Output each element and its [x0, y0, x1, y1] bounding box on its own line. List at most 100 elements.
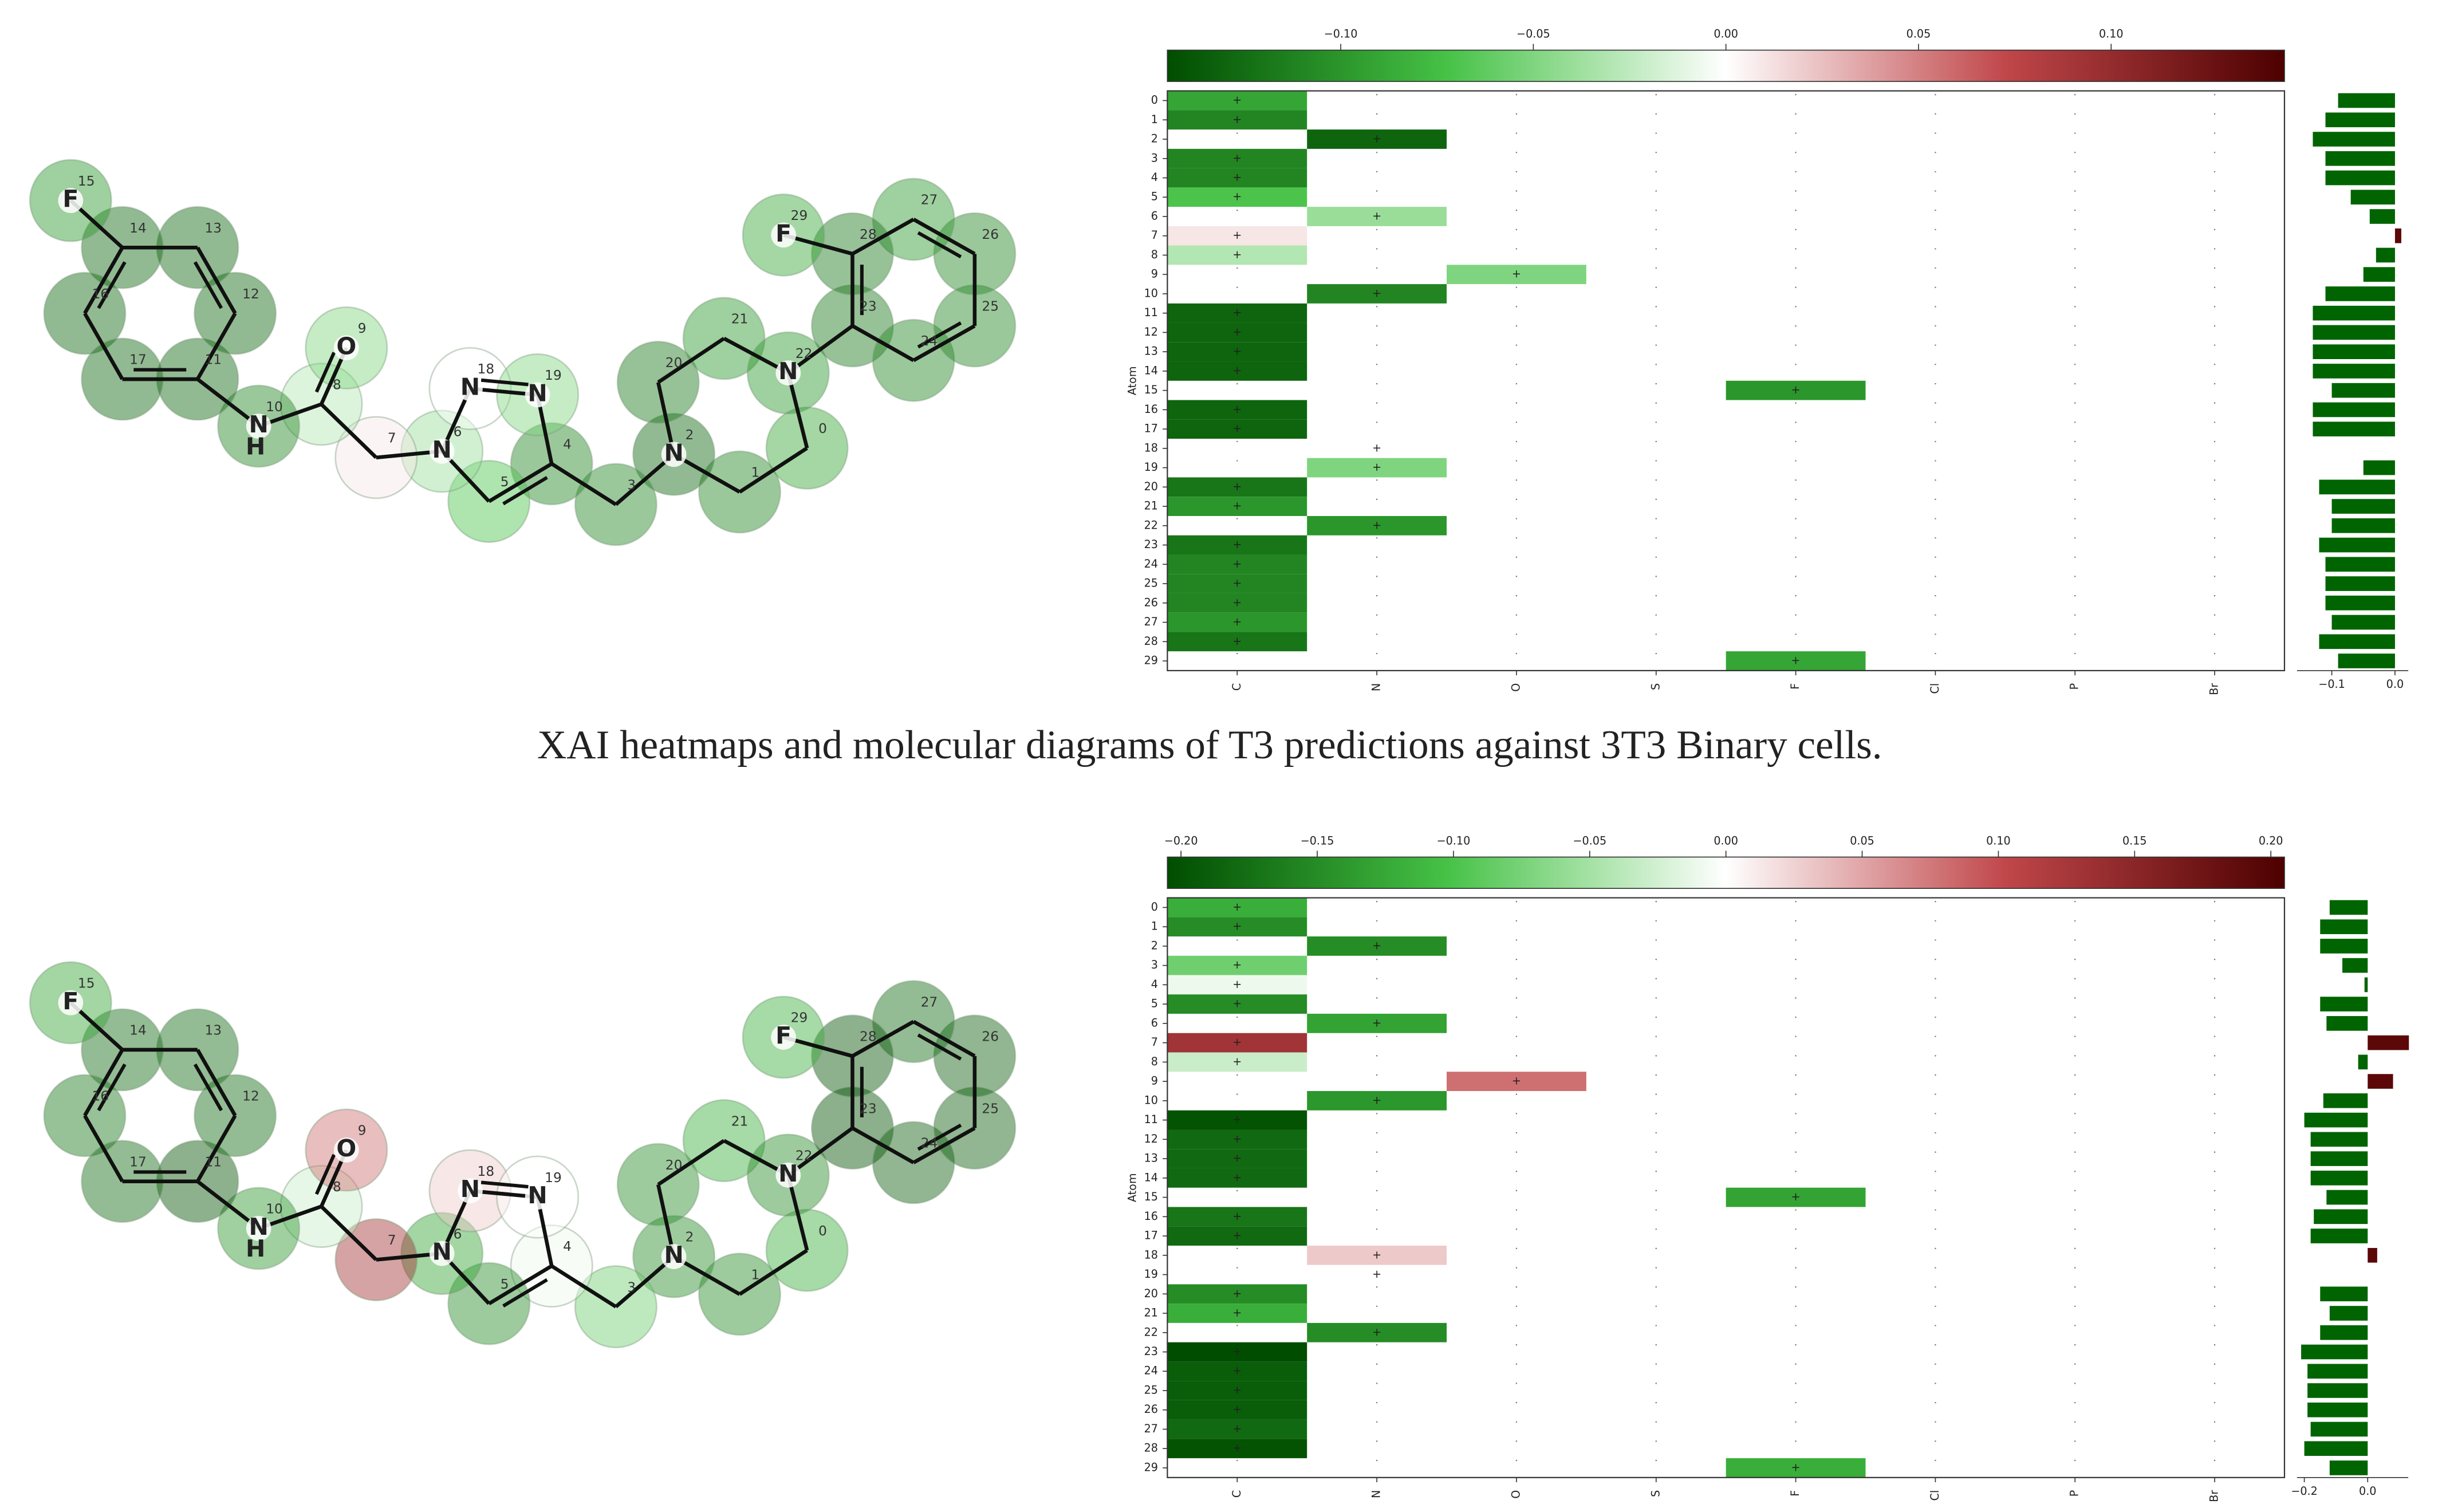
heat-cell: [1167, 168, 1307, 188]
y-tick-label: 3: [1151, 151, 1158, 164]
x-tick-label: F: [1789, 1490, 1802, 1497]
y-axis-label: Atom: [1126, 366, 1139, 395]
heat-cell: [1167, 361, 1307, 381]
cell-marker: +: [1791, 1190, 1801, 1203]
cell-marker: +: [1791, 1460, 1801, 1474]
heat-cell: [1307, 129, 1447, 149]
heat-cell: [1167, 400, 1307, 420]
y-tick-label: 28: [1144, 635, 1158, 648]
x-tick-label: Br: [2208, 683, 2221, 695]
bar: [2331, 499, 2395, 514]
bar: [2313, 305, 2395, 321]
atom-bg: [58, 188, 84, 214]
heat-cell: [1167, 612, 1307, 632]
heat-cell: [1167, 303, 1307, 323]
atom-symbol: F: [62, 987, 78, 1015]
atom-bg: [661, 442, 687, 467]
bond: [912, 1019, 976, 1058]
atom-number: 18: [478, 1164, 495, 1179]
atom-bg: [246, 414, 271, 439]
y-tick-label: 29: [1144, 654, 1158, 667]
atom-number: 16: [92, 286, 109, 302]
heat-cell: [1167, 1129, 1307, 1149]
bond: [196, 246, 237, 314]
atom-number: 4: [563, 436, 572, 452]
cell-marker: +: [1791, 654, 1801, 667]
cell-marker: +: [1232, 1035, 1242, 1049]
bond: [502, 476, 548, 506]
y-tick-label: 14: [1144, 1171, 1158, 1184]
y-tick-label: 3: [1151, 958, 1158, 971]
heat-cell: [1167, 477, 1307, 497]
bar: [2376, 247, 2395, 263]
y-tick-label: 21: [1144, 499, 1158, 513]
bond: [657, 337, 725, 384]
caption: XAI heatmaps and molecular diagrams of T…: [537, 723, 1882, 767]
atom-number: 29: [791, 1010, 808, 1026]
bar: [2325, 595, 2395, 611]
bar: [2313, 344, 2395, 359]
x-tick-label: F: [1789, 683, 1802, 690]
x-tick-label: S: [1649, 1490, 1662, 1497]
x-tick-label: Cl: [1928, 683, 1941, 694]
atom-number: 10: [266, 1202, 283, 1217]
bar-tick-label: −0.1: [2318, 678, 2345, 691]
cell-marker: +: [1232, 1345, 1242, 1358]
atom-number: 8: [333, 1179, 341, 1195]
heat-cell: [1307, 1322, 1447, 1342]
atom-number: 11: [205, 1154, 222, 1170]
bond: [917, 1123, 962, 1151]
cell-marker: +: [1232, 978, 1242, 991]
atom-glow: [574, 1265, 657, 1349]
bar: [2325, 112, 2395, 128]
bar: [2304, 1441, 2368, 1456]
cell-marker: +: [1232, 1055, 1242, 1068]
heatmap-frame: [1167, 897, 2286, 1478]
y-tick-label: 0: [1151, 93, 1158, 107]
y-tick-label: 19: [1144, 460, 1158, 474]
atom-symbol: N: [664, 1241, 683, 1269]
cell-marker: +: [1232, 1287, 1242, 1300]
bond: [851, 218, 915, 256]
y-tick-label: 27: [1144, 1422, 1158, 1435]
heat-cell: [1167, 226, 1307, 246]
y-tick-label: 24: [1144, 1364, 1158, 1377]
atom-number: 19: [545, 1170, 562, 1186]
atom-symbol: N: [527, 379, 547, 407]
bar: [2331, 383, 2395, 398]
bar: [2307, 1383, 2368, 1398]
bond: [196, 1049, 237, 1117]
heat-cell: [1167, 535, 1307, 555]
bar: [2307, 1364, 2368, 1379]
heat-cell: [1726, 1187, 1866, 1207]
bar: [2313, 422, 2395, 436]
atom-number: 1: [751, 1267, 759, 1282]
y-tick-label: 22: [1144, 1325, 1158, 1338]
y-tick-label: 1: [1151, 113, 1158, 126]
atom-number: 3: [627, 478, 636, 493]
atom-number: 27: [921, 192, 938, 208]
heat-cell: [1167, 955, 1307, 975]
cell-marker: +: [1232, 577, 1242, 590]
bar: [2394, 228, 2401, 243]
bond: [550, 1264, 617, 1309]
y-tick-label: 10: [1144, 286, 1158, 300]
heat-cell: [1167, 1381, 1307, 1400]
bar: [2325, 286, 2395, 301]
bar: [2320, 997, 2368, 1011]
y-tick-label: 29: [1144, 1460, 1158, 1474]
cell-marker: +: [1372, 518, 1381, 531]
colorbar-tick-label: 0.15: [2122, 834, 2147, 848]
y-tick-label: 5: [1151, 997, 1158, 1010]
cell-marker: +: [1232, 364, 1242, 377]
heat-cell: [1167, 148, 1307, 168]
atom-number: 23: [860, 1101, 877, 1116]
x-tick-label: C: [1230, 683, 1243, 691]
atom-number: 12: [242, 286, 259, 302]
atom-number: 17: [129, 1154, 147, 1170]
cell-marker: +: [1232, 958, 1242, 971]
bond: [917, 1033, 962, 1061]
atom-number: 26: [982, 1029, 999, 1045]
cell-marker: +: [1232, 345, 1242, 358]
